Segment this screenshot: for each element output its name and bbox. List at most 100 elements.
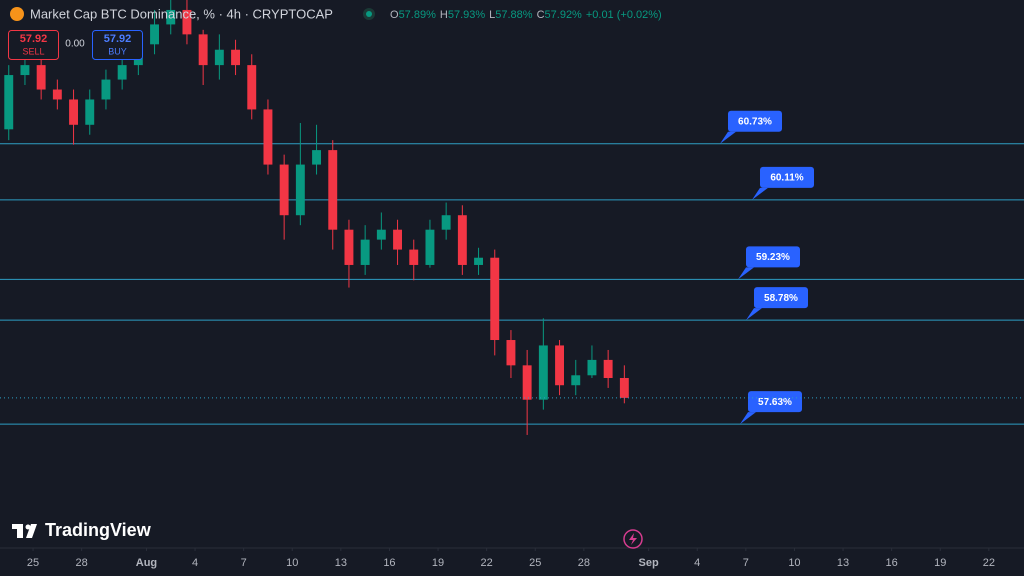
candle-body [490, 257, 500, 341]
level-label-pointer [740, 412, 756, 425]
x-tick-label: 25 [529, 557, 541, 569]
candle-body [328, 150, 338, 230]
ohlc-key: L [489, 9, 495, 21]
ohlc-value: 57.89% [399, 9, 437, 21]
candle-body [4, 75, 14, 130]
candle-body [36, 65, 46, 90]
level-label-box [760, 166, 814, 188]
ohlc-key: C [537, 9, 545, 21]
x-tick-label: 28 [578, 557, 590, 569]
buy-button[interactable] [92, 30, 143, 60]
candle-body [603, 359, 613, 378]
watermark: TradingView [45, 520, 152, 540]
ohlc-legend: O57.89% H57.93% L57.88% C57.92% +0.01 (+0.02… [390, 9, 662, 21]
candle-body [522, 365, 532, 400]
candle-body [150, 24, 160, 45]
candle-body [619, 377, 629, 398]
x-tick-label: 16 [383, 557, 395, 569]
logo-part [17, 524, 23, 538]
candle-body [166, 9, 176, 25]
x-tick-label: 19 [934, 557, 946, 569]
candle-body [117, 65, 127, 80]
sell-button[interactable] [8, 30, 59, 60]
candle-body [198, 34, 208, 66]
ohlc-value: 57.93% [448, 9, 486, 21]
ohlc-change: +0.01 (+0.02%) [586, 9, 662, 21]
x-tick-label: 7 [743, 557, 749, 569]
symbol-icon [10, 7, 24, 21]
x-tick-label: 13 [335, 557, 347, 569]
candle-body [425, 229, 435, 265]
candle-body [409, 249, 419, 265]
level-label-box [748, 391, 802, 413]
level-label-pointer [752, 187, 768, 200]
logo-part [25, 524, 31, 530]
buy-price[interactable]: 57.92 [104, 33, 132, 45]
candle-body [52, 89, 62, 100]
x-tick-label: 7 [241, 557, 247, 569]
x-tick-label: 22 [983, 557, 995, 569]
candle-body [555, 345, 565, 386]
candle-body [538, 345, 548, 400]
candle-body [441, 215, 451, 230]
logo-part [26, 524, 37, 538]
events-icon[interactable] [623, 529, 643, 549]
sell-label[interactable]: SELL [22, 46, 44, 56]
level-label-box [754, 287, 808, 309]
buy-label[interactable]: BUY [108, 46, 127, 56]
candle-body [101, 79, 111, 100]
x-tick-label: 25 [27, 557, 39, 569]
level-label: 57.63% [758, 397, 792, 408]
sell-price[interactable]: 57.92 [20, 33, 48, 45]
candle-body [457, 215, 467, 265]
x-tick-label: Sep [639, 557, 659, 569]
level-label: 60.73% [738, 116, 772, 127]
watermark-logo [12, 524, 37, 538]
candle-body [182, 9, 192, 35]
level-label-box [728, 110, 782, 132]
x-tick-label: 4 [192, 557, 198, 569]
spread: 0.00 [65, 39, 85, 50]
level-label-pointer [738, 267, 754, 280]
ohlc-value: 57.92% [545, 9, 583, 21]
candle-body [571, 375, 581, 386]
ohlc-key: H [440, 9, 448, 21]
candle-body [69, 99, 79, 125]
ohlc-key: O [390, 9, 399, 21]
candle-body [295, 164, 305, 216]
events-bolt [629, 533, 637, 545]
x-tick-label: 4 [694, 557, 700, 569]
candle-body [360, 239, 370, 265]
level-label: 60.11% [770, 172, 803, 183]
x-tick-label: 28 [76, 557, 88, 569]
candle-body [587, 359, 597, 376]
x-tick-label: Aug [136, 557, 157, 569]
candle-body [344, 229, 354, 265]
x-tick-label: 22 [481, 557, 493, 569]
x-tick-label: 16 [886, 557, 898, 569]
x-tick-label: 10 [788, 557, 800, 569]
level-label: 59.23% [756, 252, 790, 263]
x-tick-label: 10 [286, 557, 298, 569]
chart-title: Market Cap BTC Dominance, % · 4h · CRYPT… [30, 6, 333, 21]
market-status-dot [366, 11, 372, 17]
x-tick-label: 19 [432, 557, 444, 569]
candle-body [506, 340, 516, 366]
candle-body [376, 229, 386, 240]
candle-body [263, 109, 273, 165]
level-label-pointer [746, 308, 762, 321]
plot-area: 60.73% 60.11% 59.23% 58.78% 57.63% [0, 0, 1024, 435]
candle-body [20, 65, 30, 76]
level-label: 58.78% [764, 293, 798, 304]
candle-body [247, 65, 257, 110]
candle-body [214, 49, 224, 66]
level-label-pointer [720, 131, 736, 144]
level-label-box [746, 246, 800, 268]
candle-body [231, 49, 241, 66]
candle-body [393, 229, 403, 250]
candle-body [312, 150, 322, 165]
candle-body [85, 99, 95, 125]
